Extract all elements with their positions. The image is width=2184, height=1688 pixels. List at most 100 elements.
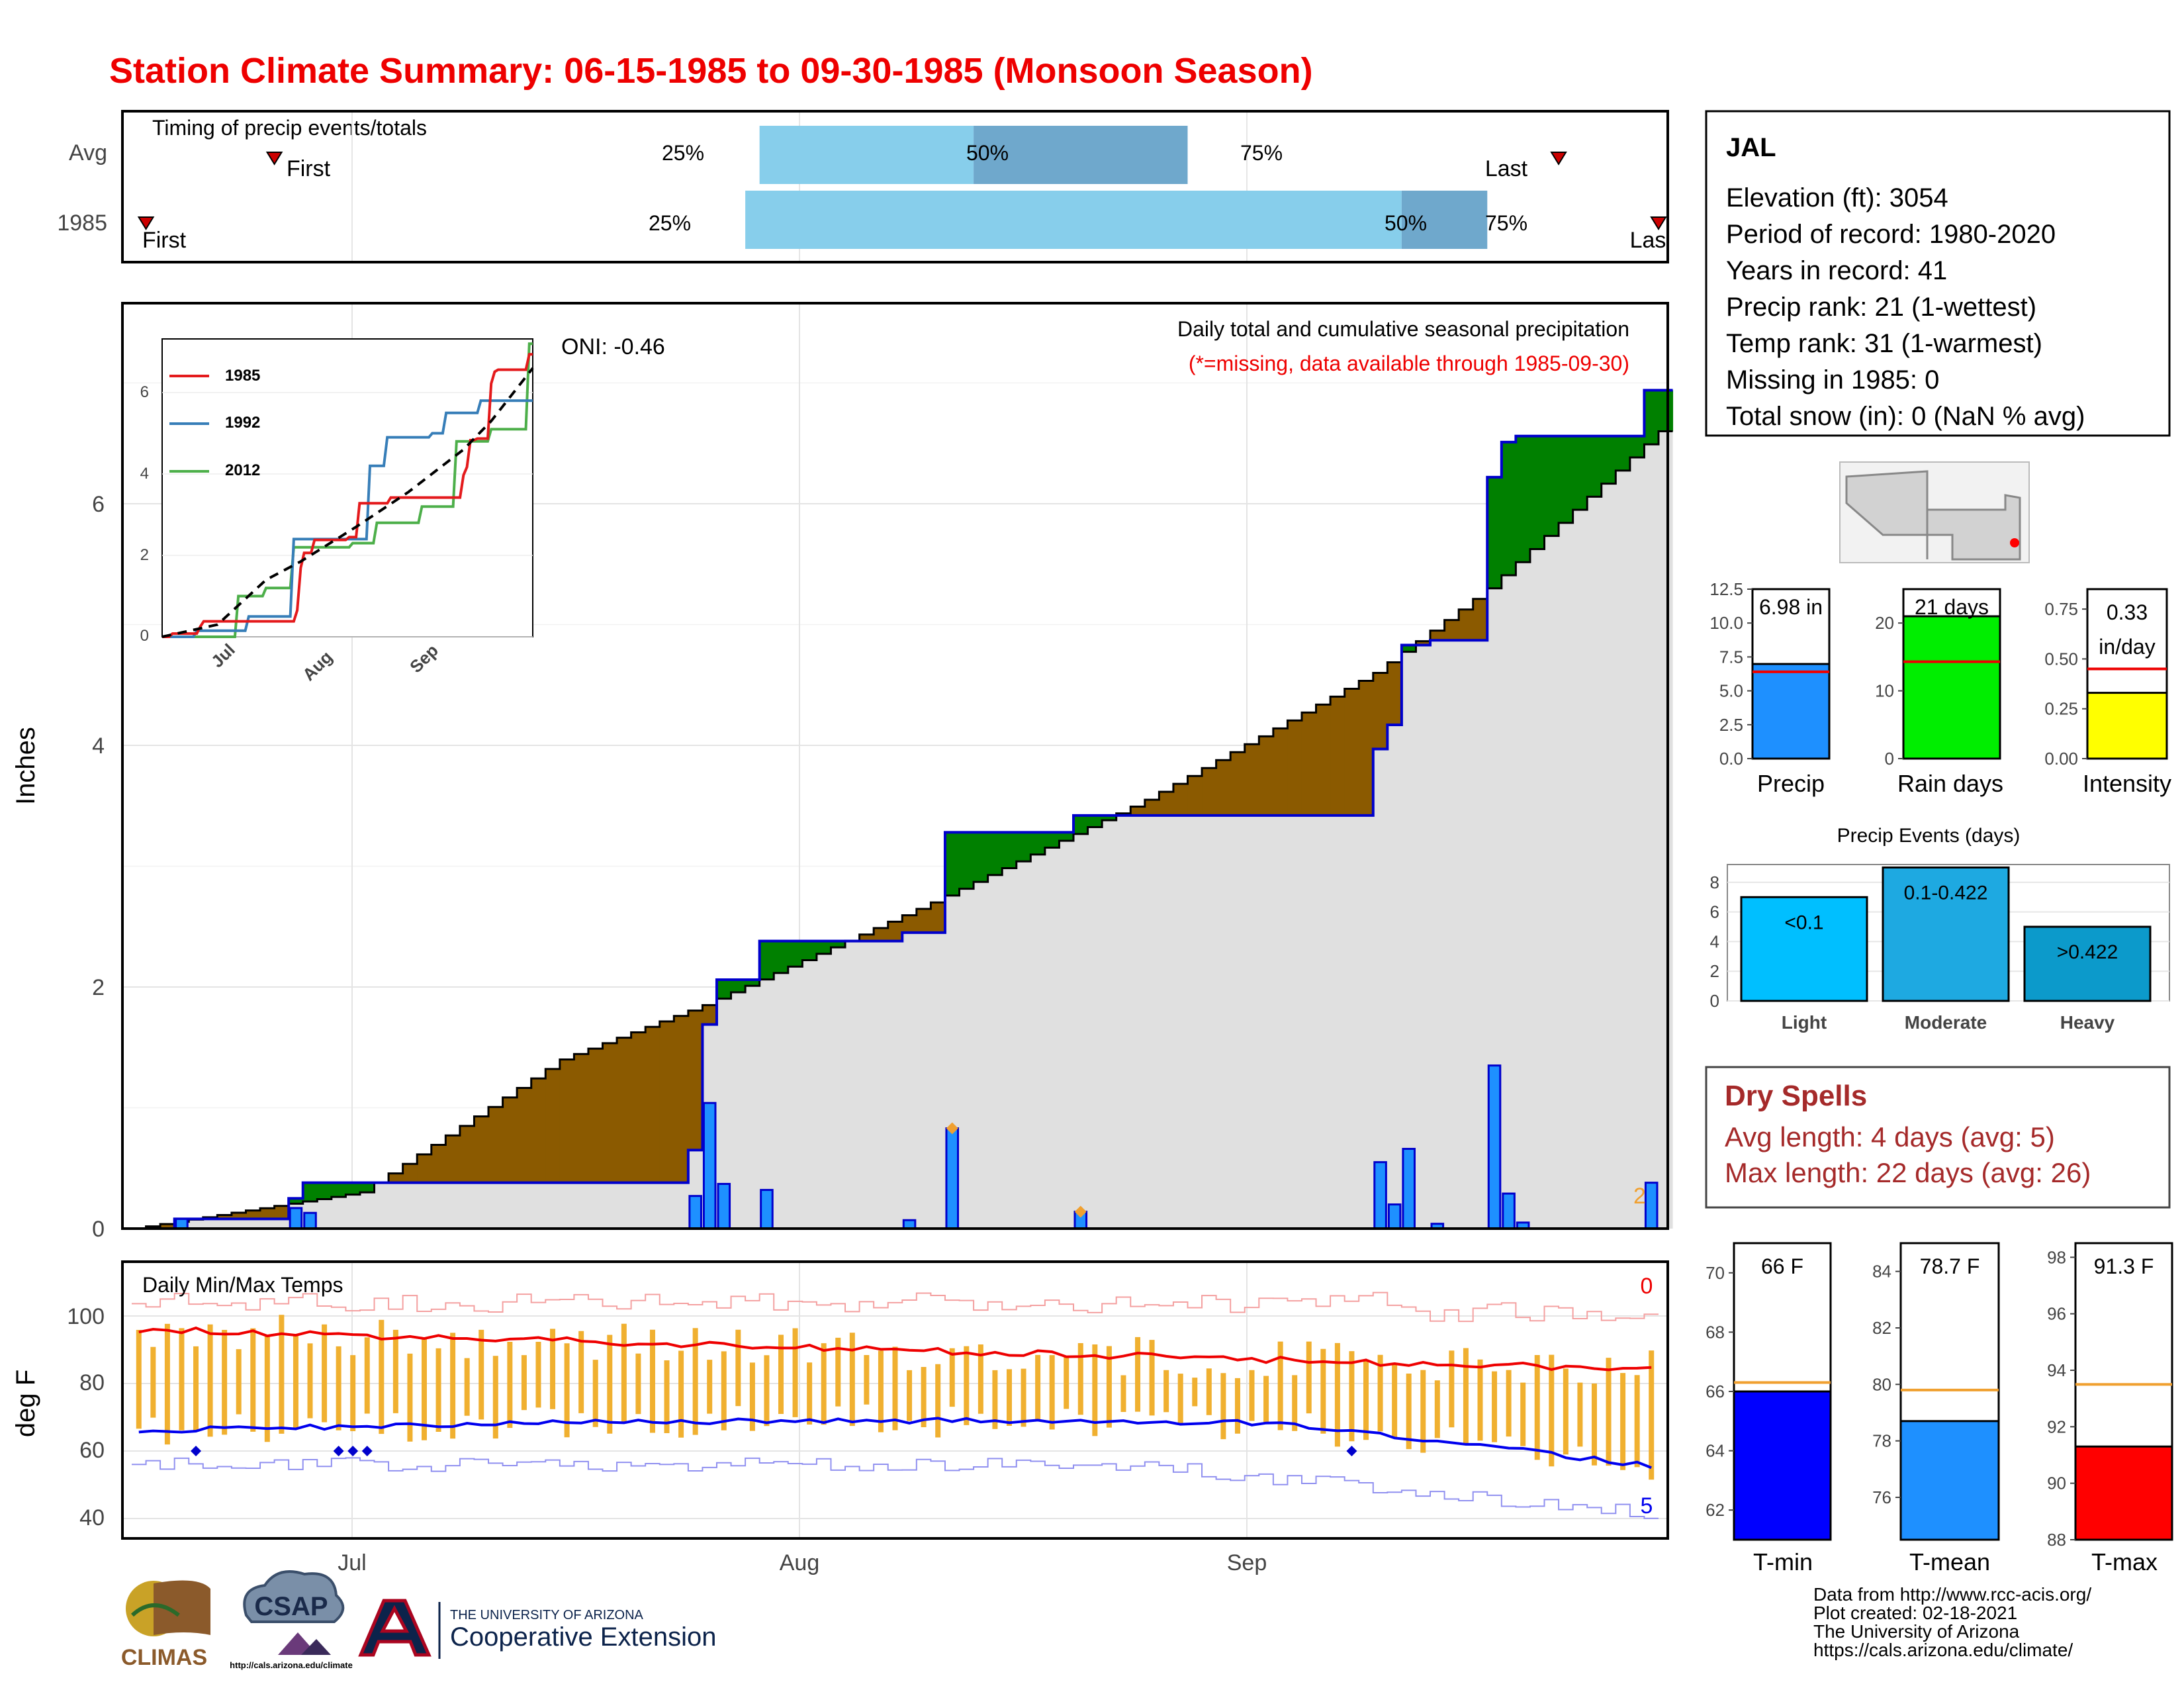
- below-avg-area: [916, 908, 931, 933]
- below-avg-area: [231, 1213, 246, 1219]
- above-avg-area: [1572, 436, 1588, 510]
- above-avg-area: [1559, 436, 1574, 523]
- ua-line-1: THE UNIVERSITY OF ARIZONA: [450, 1608, 644, 1622]
- ua-line-2: Cooperative Extension: [450, 1622, 716, 1652]
- below-avg-area: [617, 1037, 632, 1183]
- tmax-mini-tick-label: 90: [2047, 1474, 2066, 1493]
- above-avg-area: [1501, 442, 1516, 575]
- above-avg-area: [1544, 436, 1559, 536]
- above-avg-area: [816, 941, 831, 954]
- locator-map: [1839, 461, 2030, 563]
- events-bar: [2023, 925, 2152, 1002]
- above-avg-area: [1644, 390, 1659, 445]
- station-info-box: JAL Elevation (ft): 3054 Period of recor…: [1705, 110, 2171, 437]
- below-avg-area: [445, 1135, 461, 1183]
- above-avg-area: [974, 832, 989, 882]
- station-line-1: Elevation (ft): 3054: [1726, 183, 1948, 212]
- events-bar: [1882, 866, 2010, 1002]
- events-ytick: 4: [1710, 931, 1719, 951]
- above-avg-area: [1587, 436, 1602, 497]
- temps-count-top: 0: [1641, 1274, 1653, 1299]
- record-marker: [946, 1122, 958, 1135]
- tmean-mini-tick-label: 82: [1872, 1318, 1891, 1338]
- events-bar: [1740, 896, 1868, 1002]
- daily-precip-bar: [289, 1207, 303, 1230]
- precip-mini-tick-label: 0.0: [1719, 749, 1743, 769]
- daily-precip-bar: [702, 1102, 717, 1230]
- precip-mini-tick-label: 5.0: [1719, 681, 1743, 701]
- temps-ytick-80: 80: [79, 1370, 105, 1395]
- tmean-mini-tick-label: 78: [1872, 1431, 1891, 1451]
- below-avg-area: [887, 921, 903, 941]
- below-avg-area: [1144, 800, 1160, 816]
- events-title: Precip Events (days): [1837, 825, 2021, 847]
- events-ytick: 2: [1710, 961, 1719, 981]
- precip-panel: Inches 0 2 4 6 Daily total and cumulativ…: [11, 302, 1674, 1242]
- above-avg-area: [802, 941, 817, 961]
- tmax-mini-tick-label: 94: [2047, 1360, 2066, 1380]
- oni-value: ONI: -0.46: [561, 334, 665, 359]
- above-avg-area: [745, 980, 760, 986]
- above-avg-area: [1659, 390, 1674, 432]
- below-avg-area: [246, 1210, 261, 1219]
- below-avg-area: [659, 1021, 674, 1183]
- above-avg-area: [959, 832, 974, 889]
- rain-days-mini-bar: [1902, 615, 2001, 760]
- above-avg-area: [987, 832, 1003, 875]
- timing-bar-q50-q75: [974, 126, 1188, 184]
- above-avg-area: [1016, 832, 1031, 862]
- dry-spells-box: Dry Spells Avg length: 4 days (avg: 5) M…: [1705, 1066, 2171, 1209]
- tmean-mini-label: T-mean: [1909, 1548, 1990, 1575]
- below-avg-area: [517, 1088, 532, 1183]
- below-avg-area: [502, 1097, 518, 1183]
- precip-summary: Precip Rain days Intensity 0.0 2.5 5.0 7.5 1…: [1709, 579, 2171, 797]
- station-line-7: Total snow (in): 0 (NaN % avg): [1726, 402, 2085, 431]
- temps-ylabel: deg F: [11, 1370, 40, 1437]
- station-line-2: Period of record: 1980-2020: [1726, 220, 2056, 249]
- above-avg-area: [1629, 436, 1645, 458]
- timing-row-label-avg: Avg: [69, 140, 107, 165]
- tmax-mini-label: T-max: [2091, 1548, 2158, 1575]
- avg-min-line: [138, 1417, 1652, 1470]
- record-low-marker: [361, 1446, 373, 1456]
- tmax-mini-tick-label: 98: [2047, 1247, 2066, 1267]
- tmin-mini-value: 66 F: [1761, 1254, 1803, 1278]
- timing-first-marker: [137, 216, 155, 230]
- credit-line-2: Plot created: 02-18-2021: [1813, 1603, 2017, 1623]
- events-bar-label: <0.1: [1784, 912, 1823, 933]
- rain-days-mini-tick-label: 20: [1875, 613, 1894, 633]
- below-avg-area: [1473, 598, 1488, 641]
- timing-first-marker: [265, 152, 283, 165]
- above-avg-area: [331, 1182, 346, 1197]
- below-avg-area: [274, 1205, 289, 1219]
- below-avg-area: [417, 1154, 432, 1183]
- station-line-4: Precip rank: 21 (1-wettest): [1726, 293, 2036, 322]
- above-avg-area: [359, 1182, 375, 1193]
- above-avg-area: [345, 1182, 361, 1195]
- below-avg-area: [559, 1059, 574, 1183]
- below-avg-area: [1373, 673, 1388, 749]
- temps-panel: Daily Min/Max Temps deg F 40 60 80 100 J…: [11, 1260, 1669, 1575]
- csap-logo-url: http://cals.arizona.edu/climate: [230, 1660, 353, 1670]
- tmean-mini-tick-label: 76: [1872, 1487, 1891, 1507]
- intensity-mini-label: Intensity: [2083, 770, 2171, 797]
- events-bar-label: >0.422: [2057, 941, 2118, 963]
- below-avg-area: [674, 1015, 689, 1183]
- dry-spells-max: Max length: 22 days (avg: 26): [1725, 1157, 2091, 1188]
- below-avg-area: [531, 1078, 546, 1183]
- above-avg-area: [731, 980, 746, 992]
- below-avg-area: [388, 1173, 404, 1183]
- below-avg-area: [431, 1145, 446, 1183]
- events-cat-heavy: Heavy: [2060, 1012, 2115, 1033]
- tmin-mini-tick-label: 68: [1706, 1322, 1725, 1342]
- above-avg-area: [1615, 436, 1631, 471]
- daily-precip-bar: [1644, 1182, 1659, 1230]
- rain-days-mini-tick-label: 0: [1885, 749, 1894, 769]
- below-avg-area: [1459, 609, 1474, 641]
- below-avg-area: [260, 1208, 275, 1219]
- credit-line-4: https://cals.arizona.edu/climate/: [1813, 1640, 2073, 1660]
- tmin-mini-label: T-min: [1753, 1548, 1813, 1575]
- below-avg-area: [631, 1032, 646, 1183]
- tmax-mini-tick-label: 96: [2047, 1304, 2066, 1324]
- temps-xtick-jul: Jul: [338, 1550, 366, 1575]
